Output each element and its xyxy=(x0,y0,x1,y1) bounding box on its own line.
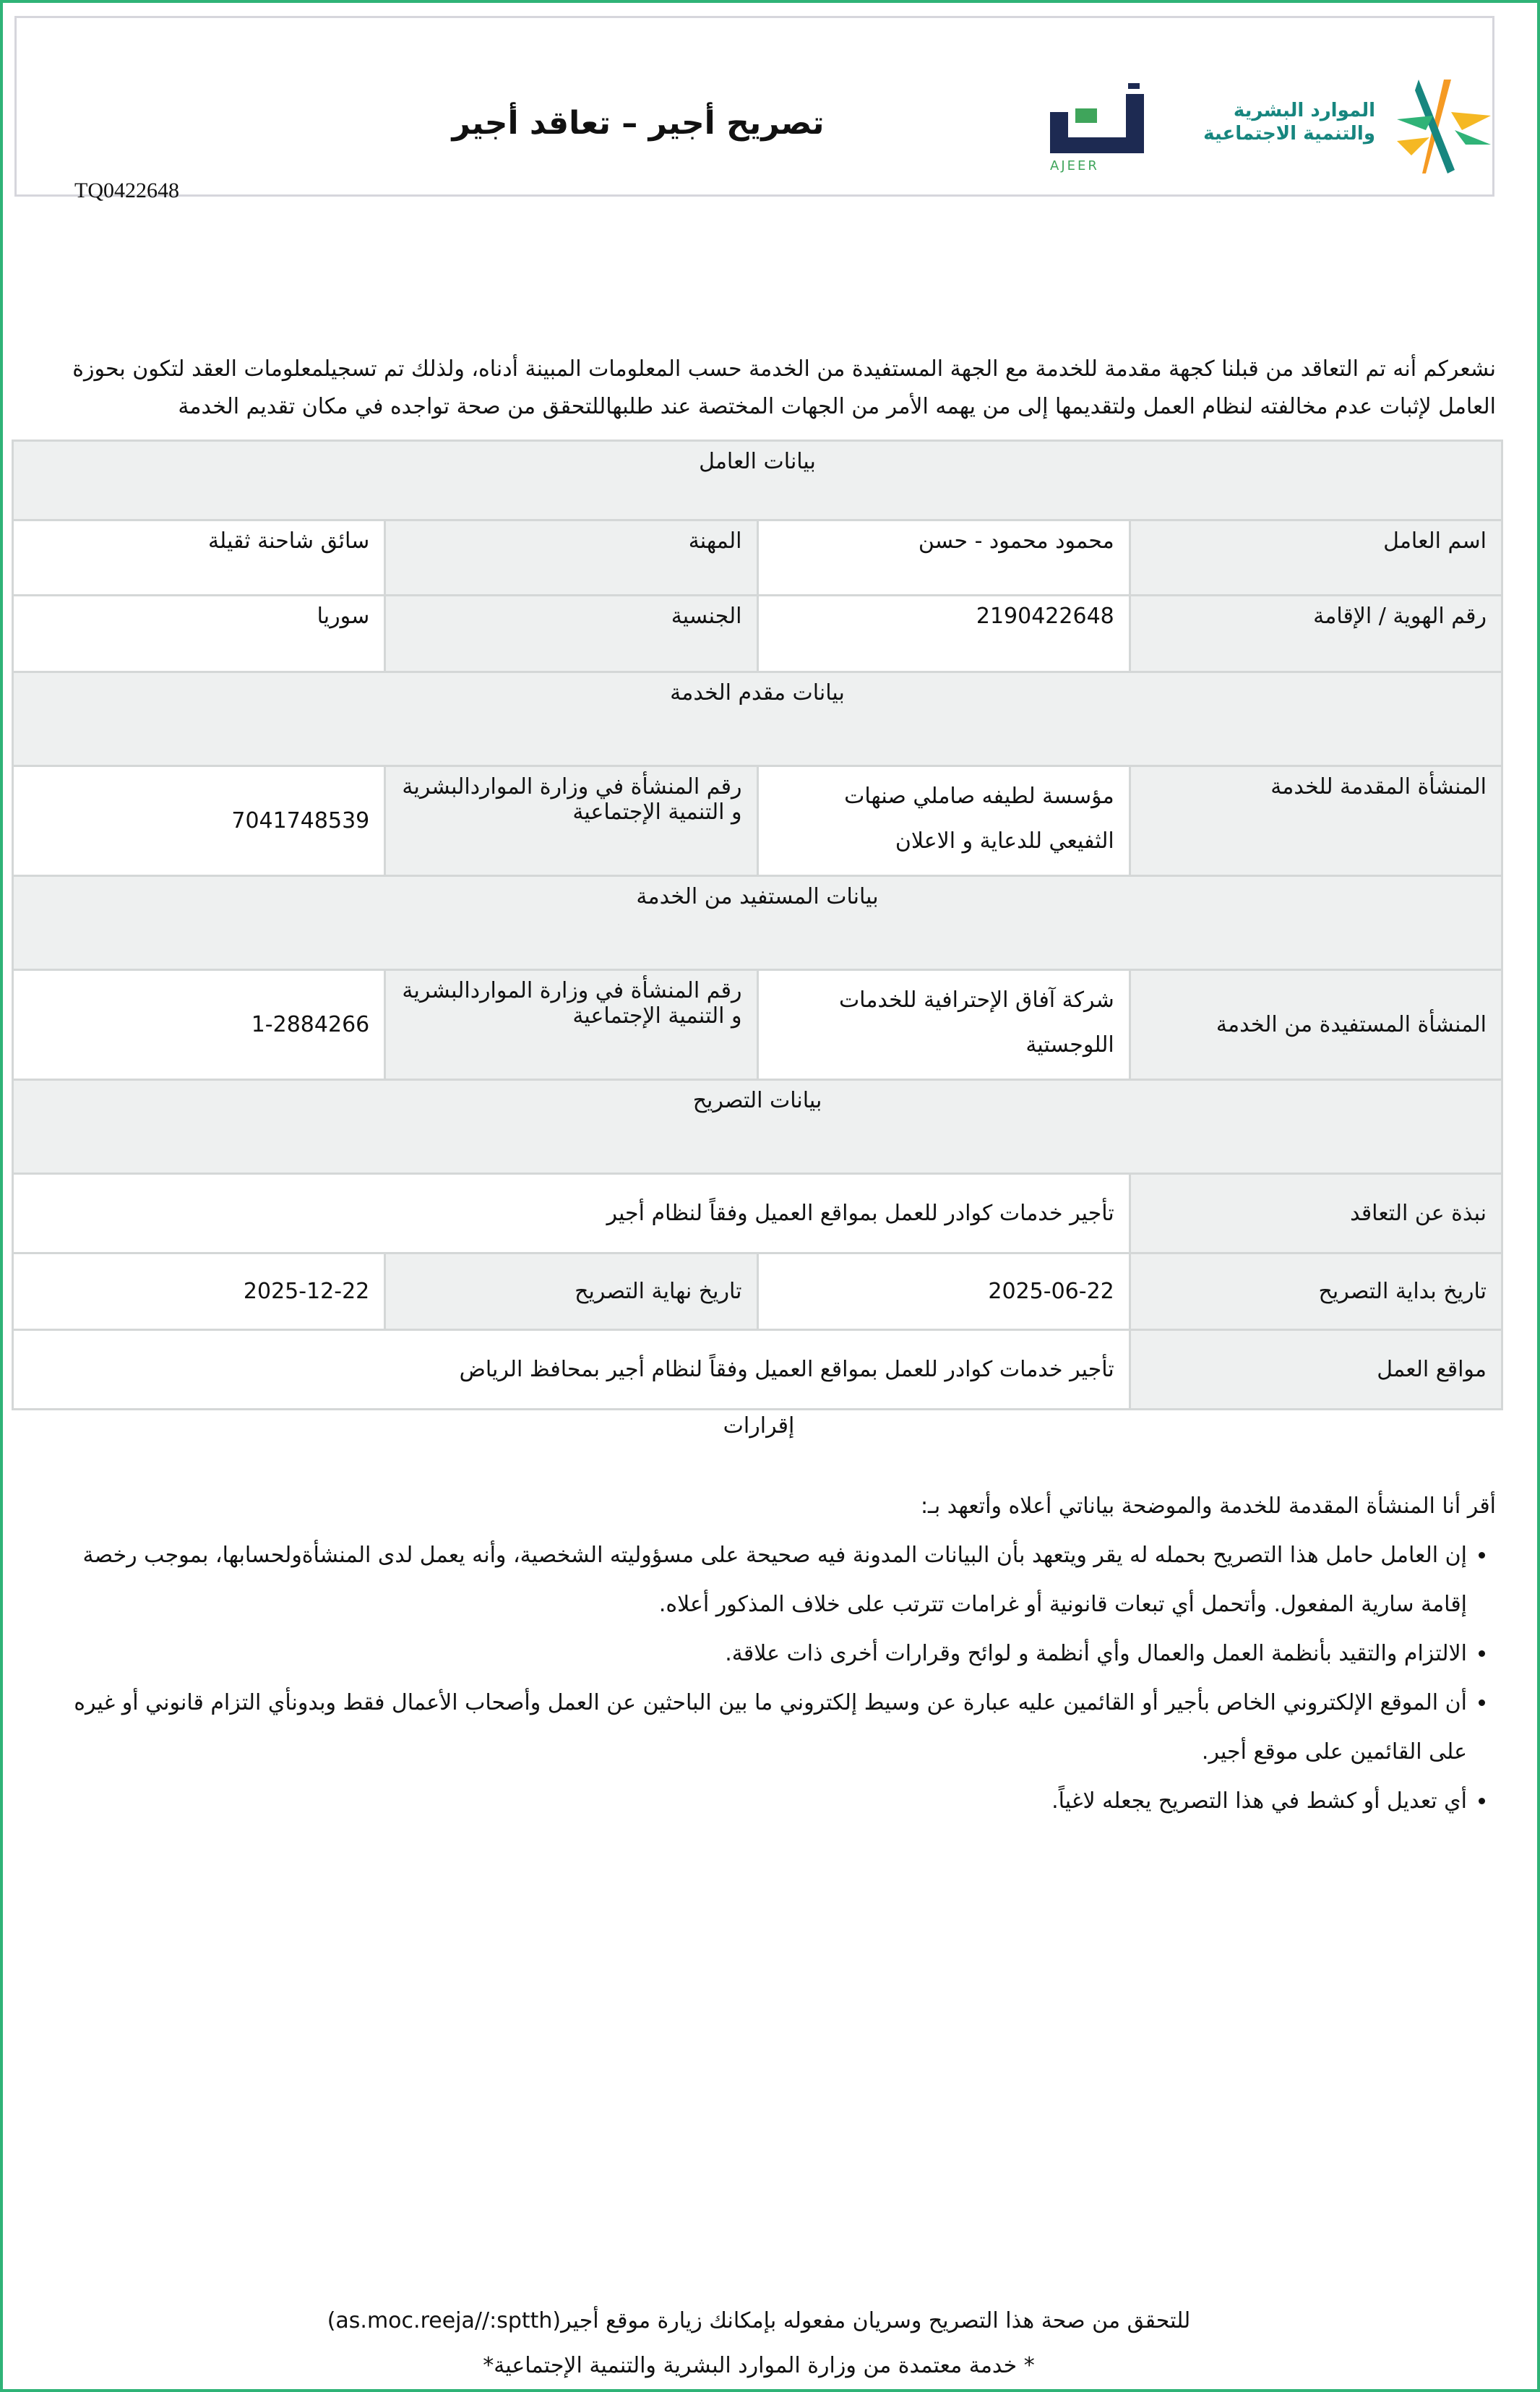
summary-label: نبذة عن التعاقد xyxy=(1128,1173,1504,1254)
beneficiary-reg-value: 1-2884266 xyxy=(11,969,387,1081)
worker-name-value: محمود محمود - حسن xyxy=(756,519,1131,596)
footer: للتحقق من صحة هذا التصريح وسريان مفعوله … xyxy=(217,2299,1301,2388)
nationality-value: سوريا xyxy=(11,594,387,673)
document-title: تصريح أجير – تعاقد أجير xyxy=(452,105,825,142)
start-date-label: تاريخ بداية التصريح xyxy=(1128,1252,1504,1331)
end-date-label: تاريخ نهاية التصريح xyxy=(384,1252,759,1331)
svg-text:AJEER: AJEER xyxy=(1050,158,1099,173)
section-provider: بيانات مقدم الخدمة xyxy=(12,671,1503,767)
summary-value: تأجير خدمات كوادر للعمل بمواقع العميل وف… xyxy=(12,1173,1131,1254)
section-worker: بيانات العامل xyxy=(12,440,1503,521)
id-value: 2190422648 xyxy=(756,594,1131,673)
declarations-lead: أقر أنا المنشأة المقدمة للخدمة والموضحة … xyxy=(920,1493,1496,1519)
provider-reg-value: 7041748539 xyxy=(11,765,387,877)
permit-details-table: بيانات العامل اسم العامل محمود محمود - ح… xyxy=(11,440,1504,1410)
start-date-value: 2025-06-22 xyxy=(756,1252,1131,1331)
reference-number: TQ0422648 xyxy=(74,179,179,202)
provider-org-label: المنشأة المقدمة للخدمة xyxy=(1128,765,1504,877)
ministry-logo: الموارد البشرية والتنمية الاجتماعية xyxy=(1195,76,1498,177)
end-date-value: 2025-12-22 xyxy=(11,1252,387,1331)
id-label: رقم الهوية / الإقامة xyxy=(1128,594,1504,673)
locations-value: تأجير خدمات كوادر للعمل بمواقع العميل وف… xyxy=(12,1329,1131,1410)
section-beneficiary: بيانات المستفيد من الخدمة xyxy=(12,875,1503,971)
ministry-emblem-icon xyxy=(1397,80,1491,173)
declaration-item: إن العامل حامل هذا التصريح بحمله له يقر … xyxy=(65,1531,1467,1629)
provider-org-value: مؤسسة لطيفه صاملي صنهات الثفيعي للدعاية … xyxy=(756,765,1131,877)
worker-name-label: اسم العامل xyxy=(1128,519,1504,596)
declaration-item: أي تعديل أو كشط في هذا التصريح يجعله لاغ… xyxy=(65,1777,1467,1826)
occupation-label: المهنة xyxy=(384,519,759,596)
document-header: تصريح أجير – تعاقد أجير TQ0422648 AJEER … xyxy=(14,16,1494,202)
declaration-item: الالتزام والتقيد بأنظمة العمل والعمال وأ… xyxy=(65,1629,1467,1679)
occupation-value: سائق شاحنة ثقيلة xyxy=(11,519,387,596)
intro-paragraph: نشعركم أنه تم التعاقد من قبلنا كجهة مقدم… xyxy=(72,356,1496,419)
locations-label: مواقع العمل xyxy=(1128,1329,1504,1410)
nationality-label: الجنسية xyxy=(384,594,759,673)
provider-reg-label: رقم المنشأة في وزارة المواردالبشرية و ال… xyxy=(384,765,759,877)
section-permit: بيانات التصريح xyxy=(12,1079,1503,1175)
approval-note: * خدمة معتمدة من وزارة الموارد البشرية و… xyxy=(483,2353,1035,2378)
beneficiary-org-label: المنشأة المستفيدة من الخدمة xyxy=(1128,969,1504,1081)
beneficiary-org-value: شركة آفاق الإحترافية للخدمات اللوجستية xyxy=(756,969,1131,1081)
verification-note: للتحقق من صحة هذا التصريح وسريان مفعوله … xyxy=(327,2308,1191,2333)
declarations-title: إقرارات xyxy=(723,1413,795,1439)
beneficiary-reg-label: رقم المنشأة في وزارة المواردالبشرية و ال… xyxy=(384,969,759,1081)
ajeer-logo: AJEER xyxy=(1050,83,1144,173)
declaration-item: أن الموقع الإلكتروني الخاص بأجير أو القا… xyxy=(65,1679,1467,1777)
declarations: أقر أنا المنشأة المقدمة للخدمة والموضحة … xyxy=(65,1482,1496,1826)
